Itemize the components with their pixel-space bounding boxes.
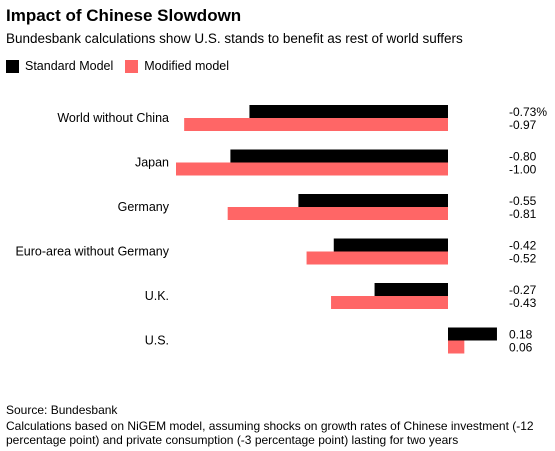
value-label-standard-japan: -0.80 <box>509 150 537 164</box>
bar-modified-u-k <box>331 296 448 309</box>
legend-label-modified: Modified model <box>144 59 230 73</box>
category-label-world-without-china: World without China <box>57 111 169 125</box>
bar-modified-germany <box>227 207 448 220</box>
bar-standard-euro-area-without-germany <box>333 238 448 252</box>
legend-item-standard: Standard Model <box>6 59 113 73</box>
value-label-modified-world-without-china: -0.97 <box>509 118 537 132</box>
footnote: Calculations based on NiGEM model, assum… <box>6 419 534 447</box>
bar-standard-germany <box>298 194 448 207</box>
value-label-modified-japan: -1.00 <box>509 163 537 177</box>
chart-subtitle: Bundesbank calculations show U.S. stands… <box>6 31 463 46</box>
value-label-standard-world-without-china: -0.73% <box>509 105 547 119</box>
bar-modified-world-without-china <box>184 118 448 131</box>
value-label-modified-u-s: 0.06 <box>509 341 533 355</box>
value-label-standard-germany: -0.55 <box>509 194 537 208</box>
bar-modified-japan <box>176 162 448 176</box>
bar-chart: World without China -0.73%-0.97 Japan -0.80… <box>15 105 547 355</box>
legend-label-standard: Standard Model <box>25 59 114 73</box>
legend-item-modified: Modified model <box>125 59 229 73</box>
category-label-euro-area-without-germany: Euro-area without Germany <box>15 245 169 259</box>
value-label-standard-euro-area-without-germany: -0.42 <box>509 239 537 253</box>
value-label-modified-u-k: -0.43 <box>509 296 537 310</box>
bar-standard-world-without-china <box>249 105 448 118</box>
category-label-germany: Germany <box>118 200 170 214</box>
source-note: Source: Bundesbank <box>6 403 118 417</box>
bar-standard-japan <box>230 149 448 163</box>
bar-standard-u-s <box>448 327 497 341</box>
value-label-standard-u-s: 0.18 <box>509 328 533 342</box>
category-label-u-s: U.S. <box>145 334 169 348</box>
value-label-modified-germany: -0.81 <box>509 207 537 221</box>
category-label-japan: Japan <box>135 156 169 170</box>
legend: Standard Model Modified model <box>6 59 241 73</box>
value-label-standard-u-k: -0.27 <box>509 283 537 297</box>
category-label-u-k: U.K. <box>145 289 169 303</box>
legend-swatch-standard <box>6 59 19 73</box>
legend-swatch-modified <box>125 59 139 73</box>
value-label-modified-euro-area-without-germany: -0.52 <box>509 252 537 266</box>
bar-standard-u-k <box>374 283 448 296</box>
bar-modified-u-s <box>448 340 465 354</box>
bar-modified-euro-area-without-germany <box>306 251 448 265</box>
chart-title: Impact of Chinese Slowdown <box>6 6 242 25</box>
